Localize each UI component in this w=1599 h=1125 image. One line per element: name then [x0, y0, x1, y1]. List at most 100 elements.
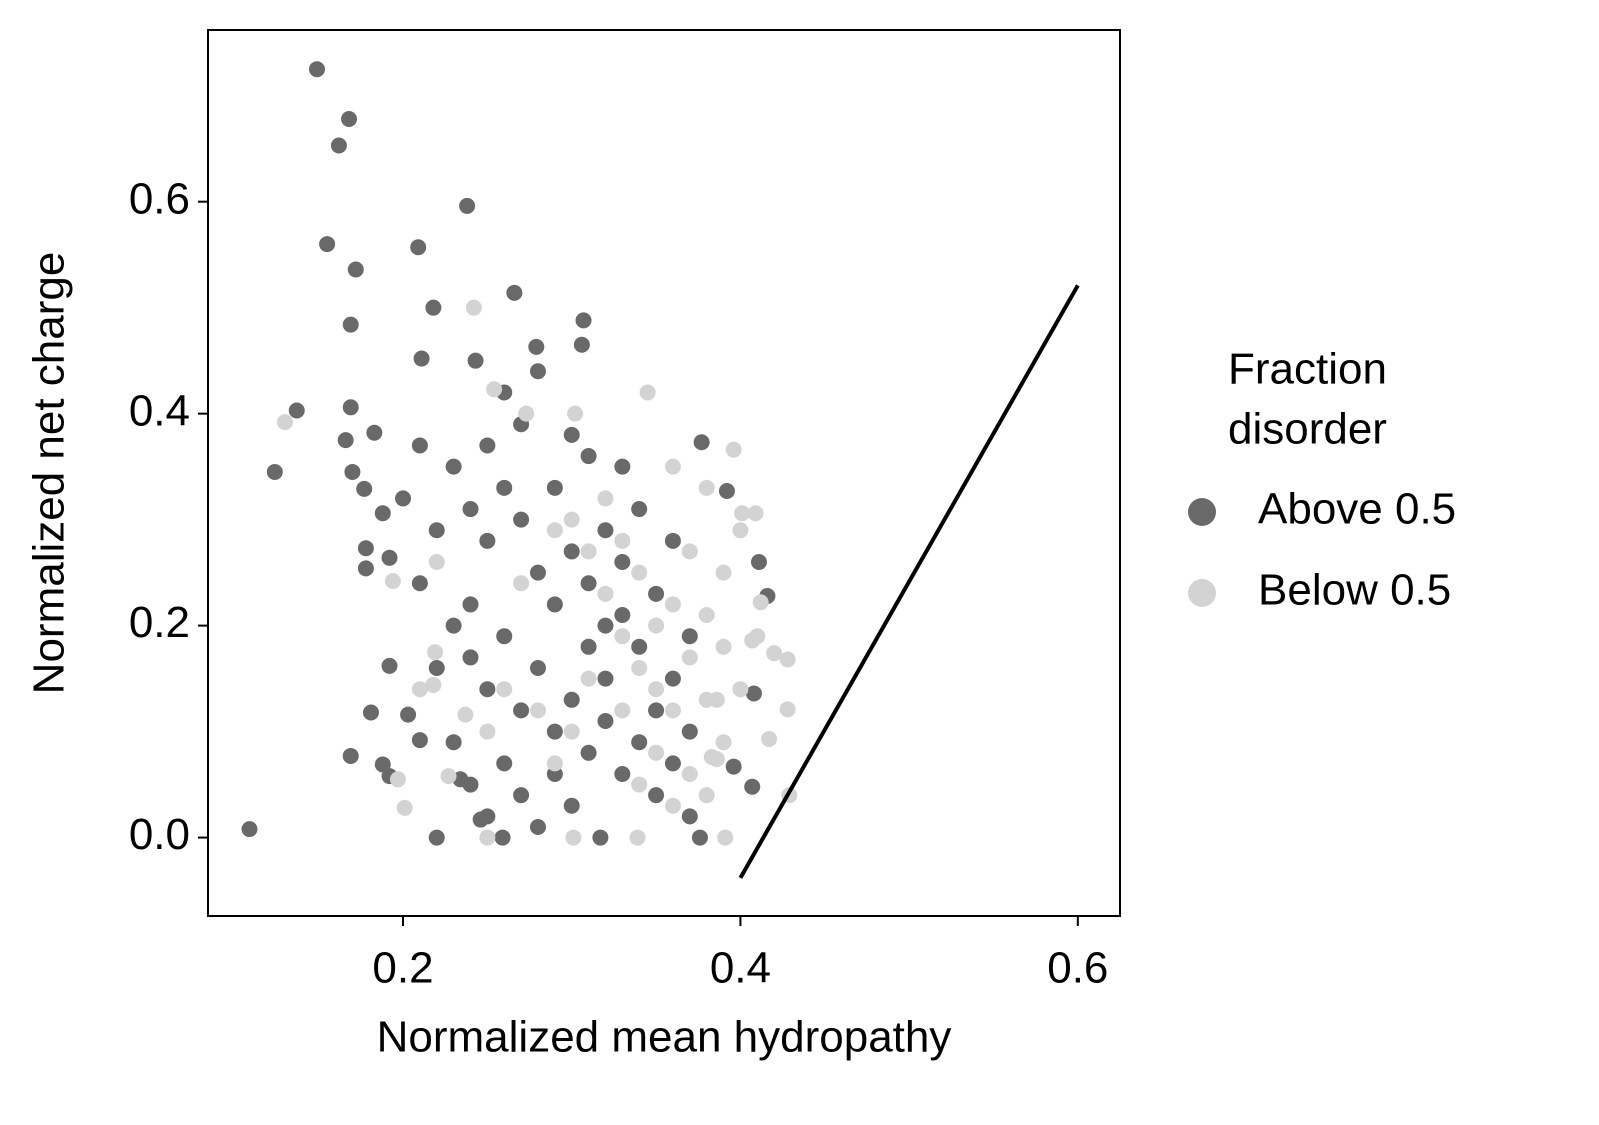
point: [648, 787, 665, 804]
plot-frame: [207, 29, 1121, 917]
point: [457, 706, 474, 723]
point: [529, 702, 546, 719]
point: [479, 437, 496, 454]
point: [725, 441, 742, 458]
point: [513, 511, 530, 528]
point: [597, 585, 614, 602]
point: [664, 532, 681, 549]
point: [546, 755, 563, 772]
x-tick-label: 0.2: [372, 944, 433, 993]
point: [631, 660, 648, 677]
point: [529, 818, 546, 835]
point: [597, 712, 614, 729]
point: [698, 479, 715, 496]
point: [563, 543, 580, 560]
point: [342, 316, 359, 333]
point: [681, 723, 698, 740]
point: [411, 732, 428, 749]
point: [648, 585, 665, 602]
point: [347, 261, 364, 278]
point: [597, 670, 614, 687]
point: [546, 723, 563, 740]
point: [479, 681, 496, 698]
point: [341, 111, 358, 128]
point: [479, 723, 496, 740]
legend-title: Fraction: [1228, 345, 1387, 394]
point: [465, 299, 482, 316]
point: [614, 554, 631, 571]
point: [664, 797, 681, 814]
x-tick-label: 0.6: [1047, 944, 1108, 993]
point: [648, 744, 665, 761]
point: [703, 749, 720, 766]
point: [528, 338, 545, 355]
point: [366, 424, 383, 441]
point: [749, 628, 766, 645]
point: [718, 483, 735, 500]
point: [356, 480, 373, 497]
point: [648, 702, 665, 719]
point: [462, 501, 479, 518]
point: [597, 490, 614, 507]
point: [357, 560, 374, 577]
point: [428, 522, 445, 539]
point: [344, 463, 361, 480]
point: [319, 236, 336, 253]
point: [411, 437, 428, 454]
point: [681, 628, 698, 645]
point: [717, 829, 734, 846]
point: [337, 432, 354, 449]
point: [445, 734, 462, 751]
point: [693, 434, 710, 451]
point: [715, 564, 732, 581]
x-tick-label: 0.4: [710, 944, 771, 993]
point: [664, 458, 681, 475]
point: [631, 501, 648, 518]
legend-label: Below 0.5: [1258, 566, 1451, 615]
point: [732, 522, 749, 539]
point: [479, 829, 496, 846]
point: [580, 543, 597, 560]
point: [342, 747, 359, 764]
y-tick-label: 0.0: [129, 810, 190, 859]
point: [779, 651, 796, 668]
x-axis-label: Normalized mean hydropathy: [377, 1013, 952, 1062]
point: [496, 628, 513, 645]
point: [592, 829, 609, 846]
point: [396, 799, 413, 816]
point: [597, 617, 614, 634]
point: [614, 458, 631, 475]
point: [614, 532, 631, 549]
point: [513, 575, 530, 592]
point: [563, 723, 580, 740]
point: [664, 702, 681, 719]
point: [664, 755, 681, 772]
point: [631, 734, 648, 751]
point: [698, 787, 715, 804]
legend-label: Above 0.5: [1258, 485, 1456, 534]
legend-marker: [1188, 579, 1216, 607]
point: [266, 463, 283, 480]
point: [563, 691, 580, 708]
point: [362, 704, 379, 721]
point: [546, 479, 563, 496]
point: [580, 670, 597, 687]
point: [276, 414, 293, 431]
point: [744, 778, 761, 795]
legend-title: disorder: [1228, 405, 1387, 454]
point: [506, 284, 523, 301]
point: [580, 448, 597, 465]
point: [698, 691, 715, 708]
point: [639, 384, 656, 401]
point: [715, 638, 732, 655]
point: [580, 744, 597, 761]
point: [462, 649, 479, 666]
point: [518, 405, 535, 422]
y-tick-label: 0.4: [129, 386, 190, 435]
y-tick-label: 0.6: [129, 174, 190, 223]
point: [597, 522, 614, 539]
point: [428, 554, 445, 571]
point: [546, 596, 563, 613]
point: [308, 61, 325, 78]
point: [445, 617, 462, 634]
